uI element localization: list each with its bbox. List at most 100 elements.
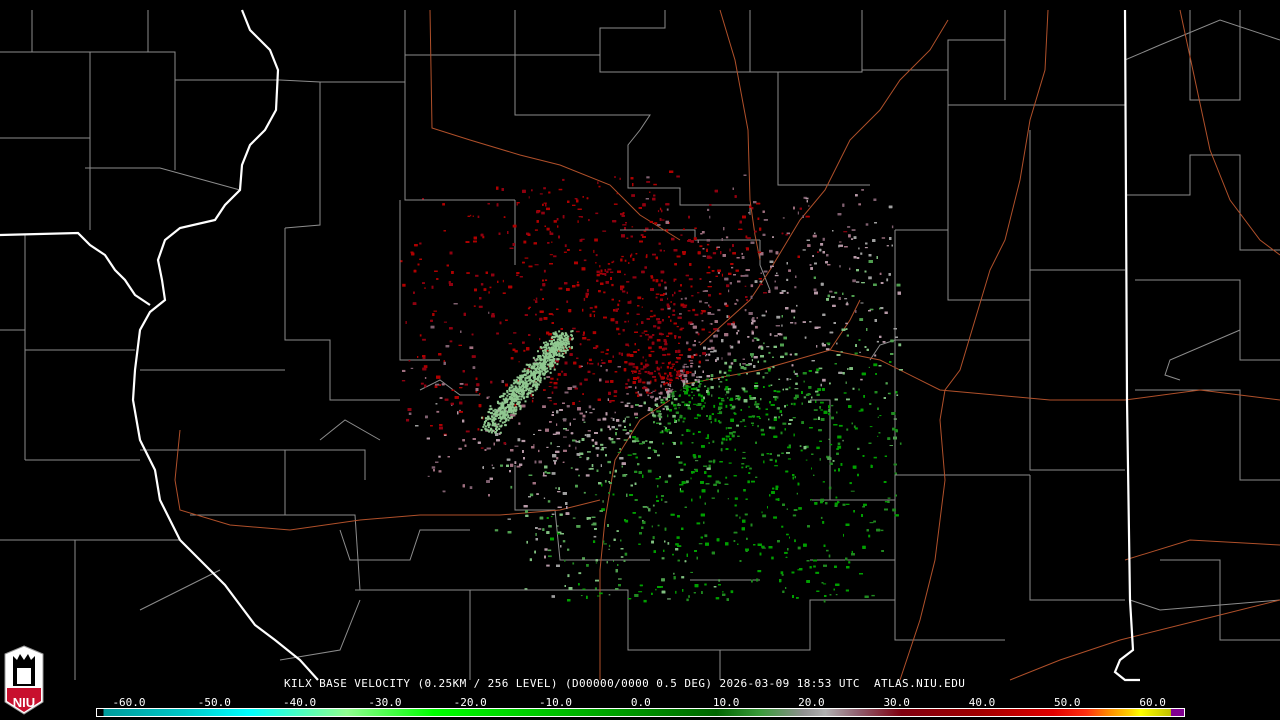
velocity-gate [572, 327, 576, 330]
velocity-gate [762, 514, 767, 518]
velocity-gate [533, 299, 535, 301]
velocity-gate [704, 583, 707, 586]
velocity-gate [680, 327, 685, 329]
velocity-gate [692, 308, 696, 312]
velocity-gate [672, 414, 676, 418]
highway [1009, 599, 1280, 681]
velocity-gate [725, 394, 727, 396]
velocity-gate [590, 467, 594, 470]
velocity-gate [593, 535, 597, 538]
velocity-gate [605, 353, 609, 355]
velocity-gate [681, 401, 685, 403]
velocity-gate [771, 556, 774, 560]
county-border [600, 589, 721, 680]
velocity-gate [567, 574, 570, 578]
velocity-gate [858, 388, 860, 391]
velocity-gate [887, 392, 890, 395]
velocity-gate [893, 418, 897, 420]
velocity-gate [632, 366, 637, 368]
velocity-gate [521, 439, 526, 443]
velocity-gate [723, 371, 727, 374]
velocity-gate [685, 480, 689, 483]
velocity-gate [722, 591, 724, 593]
velocity-gate [698, 431, 701, 433]
velocity-gate [580, 238, 585, 240]
velocity-gate [557, 373, 561, 376]
velocity-gate [434, 385, 438, 388]
velocity-gate [771, 426, 776, 430]
velocity-gate [683, 417, 686, 420]
velocity-gate [543, 202, 547, 204]
velocity-gate [734, 302, 737, 305]
velocity-gate [744, 274, 749, 277]
velocity-gate [697, 379, 700, 381]
velocity-gate [710, 421, 712, 424]
velocity-gate [667, 414, 669, 418]
velocity-gate [751, 339, 755, 342]
velocity-gate [787, 548, 789, 551]
velocity-gate [868, 276, 872, 280]
velocity-gate [822, 237, 825, 241]
velocity-gate [544, 470, 547, 474]
velocity-gate [666, 365, 669, 369]
velocity-gate [694, 313, 699, 316]
velocity-gate [828, 438, 831, 440]
velocity-gate [730, 362, 734, 365]
velocity-gate [834, 291, 838, 294]
velocity-gate [676, 357, 678, 359]
velocity-gate [599, 592, 603, 595]
velocity-gate [667, 383, 670, 386]
velocity-gate [563, 352, 565, 354]
velocity-gate [638, 393, 643, 397]
velocity-gate [641, 441, 645, 444]
velocity-gate [781, 413, 783, 417]
velocity-gate [480, 447, 484, 449]
velocity-gate [607, 460, 611, 464]
velocity-gate [523, 349, 526, 352]
velocity-gate [721, 357, 723, 360]
velocity-gate [658, 416, 663, 419]
velocity-gate [860, 252, 863, 255]
velocity-gate [533, 433, 535, 435]
velocity-gate [542, 405, 546, 408]
velocity-gate [595, 345, 599, 348]
velocity-gate [839, 244, 843, 247]
velocity-gate [707, 475, 712, 478]
velocity-gate [606, 348, 609, 351]
velocity-gate [657, 210, 660, 213]
velocity-gate [790, 402, 793, 405]
velocity-gate [674, 368, 676, 371]
velocity-gate [579, 382, 583, 386]
velocity-gate [691, 391, 693, 393]
velocity-gate [482, 235, 485, 239]
velocity-gate [480, 283, 484, 286]
velocity-gate [768, 426, 772, 429]
velocity-gate [835, 594, 838, 596]
velocity-gate [677, 418, 680, 422]
velocity-gate [622, 474, 627, 477]
velocity-gate [488, 291, 490, 294]
velocity-gate [856, 257, 860, 259]
velocity-gate [823, 583, 827, 585]
velocity-gate [780, 431, 783, 435]
county-border [1189, 10, 1241, 101]
velocity-gate [759, 283, 763, 286]
velocity-gate [608, 544, 611, 548]
velocity-gate [690, 387, 695, 390]
velocity-gate [555, 487, 557, 489]
velocity-gate [763, 342, 765, 345]
county-border [894, 475, 1005, 641]
velocity-gate [704, 402, 706, 404]
velocity-gate [647, 394, 650, 397]
velocity-gate [843, 392, 847, 394]
velocity-gate [502, 279, 504, 283]
velocity-gate [845, 589, 849, 592]
velocity-gate [586, 289, 589, 292]
velocity-gate [889, 392, 891, 395]
velocity-gate [625, 383, 628, 385]
velocity-gate [657, 524, 660, 527]
velocity-gate [694, 468, 698, 471]
velocity-gate [688, 278, 693, 281]
velocity-gate [650, 350, 655, 353]
velocity-gate [731, 434, 734, 438]
